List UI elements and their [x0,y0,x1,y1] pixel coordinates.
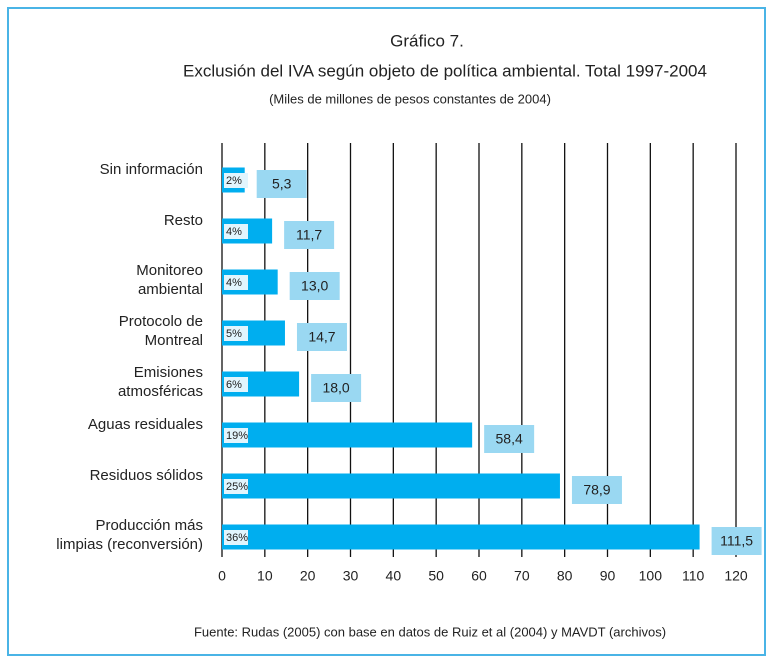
share-label-box [224,173,248,188]
chart-title: Gráfico 7. [390,31,464,50]
value-label-box [256,170,307,198]
x-tick-label: 80 [557,568,573,584]
y-tick-label: Residuos sólidos [90,467,203,484]
x-tick-label: 120 [724,568,748,584]
x-tick-label: 110 [682,568,705,584]
share-label-box [224,428,248,443]
value-label-box [711,527,762,555]
value-label: 13,0 [301,278,328,294]
value-label: 5,3 [272,176,292,192]
share-label: 19% [226,430,248,442]
bar [222,473,560,499]
x-tick-label: 10 [257,568,273,584]
y-tick-label: Monitoreo ambiental [136,262,203,298]
value-label: 11,7 [296,227,322,243]
share-label-box [224,377,248,392]
x-tick-label: 0 [218,568,226,584]
share-label-box [224,479,248,494]
value-label: 14,7 [308,329,335,345]
x-tick-label: 30 [343,568,359,584]
share-label: 5% [226,328,242,340]
x-tick-label: 50 [428,568,444,584]
value-label-box [296,323,347,351]
y-tick-label: Producción más limpias (reconversión) [56,517,203,553]
chart-source: Fuente: Rudas (2005) con base en datos d… [194,624,666,639]
value-label: 18,0 [322,380,349,396]
share-label: 4% [226,277,242,289]
share-label-box [224,224,248,239]
value-label-box [484,425,535,453]
value-label: 111,5 [720,533,753,549]
y-tick-label: Resto [164,212,203,229]
share-label: 25% [226,481,248,493]
x-tick-label: 60 [471,568,487,584]
value-label-box [571,476,622,504]
y-tick-label: Aguas residuales [88,416,203,433]
x-tick-label: 70 [514,568,530,584]
y-tick-label: Sin información [100,161,203,178]
y-tick-label: Protocolo de Montreal [119,313,203,349]
value-label-box [311,374,362,402]
value-label-box [284,221,335,249]
x-tick-label: 40 [386,568,402,584]
share-label-box [224,275,248,290]
value-label-box [289,272,340,300]
y-tick-label: Emisiones atmosféricas [118,364,203,400]
share-label: 36% [226,532,248,544]
share-label-box [224,530,248,545]
share-label: 6% [226,379,242,391]
share-label: 4% [226,226,242,238]
x-tick-label: 100 [639,568,663,584]
chart-units: (Miles de millones de pesos constantes d… [269,91,551,106]
x-tick-label: 90 [600,568,616,584]
chart-subtitle: Exclusión del IVA según objeto de políti… [183,61,707,80]
value-label: 58,4 [496,431,523,447]
share-label: 2% [226,175,242,187]
x-tick-label: 20 [300,568,316,584]
value-label: 78,9 [583,482,610,498]
bar [222,422,473,448]
bar [222,524,700,550]
share-label-box [224,326,248,341]
